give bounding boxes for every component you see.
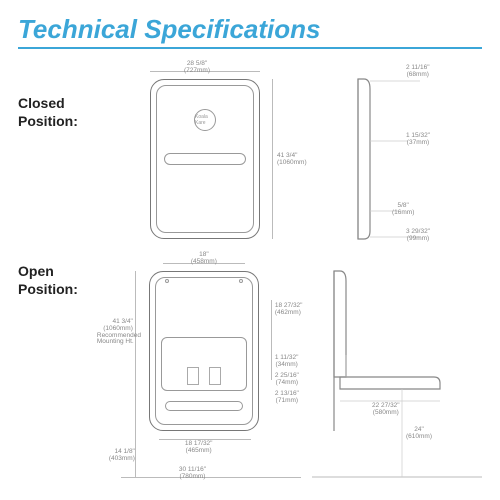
closed-row: Closed Position: 28 5/8"(727mm) Koala Ka…	[18, 61, 482, 251]
open-side-ext-dim: 22 27/32"(580mm)	[372, 403, 400, 417]
open-dim-l1: 1 11/32"(34mm)	[275, 355, 299, 369]
open-side-view: 22 27/32"(580mm) 24"(610mm)	[312, 255, 482, 485]
closed-side-view: 2 11/16"(68mm) 1 15/32"(37mm) 5/8"(16mm)…	[328, 61, 468, 251]
closed-label-line1: Closed	[18, 95, 96, 113]
open-label-line1: Open	[18, 263, 95, 281]
closed-height-dim: 41 3/4"(1060mm)	[277, 153, 307, 167]
koala-logo-icon: Koala Kare	[194, 109, 216, 131]
open-dim-l3: 2 13/16"(71mm)	[275, 391, 299, 405]
logo-text: Koala Kare	[195, 114, 215, 126]
closed-label-line2: Position:	[18, 113, 96, 131]
closed-side-dim-b1: 5/8"(16mm)	[392, 203, 414, 217]
page-title: Technical Specifications	[18, 14, 482, 45]
open-side-drop-dim: 24"(610mm)	[406, 427, 432, 441]
open-dim-l2: 2 25/16"(74mm)	[275, 373, 299, 387]
title-underline	[18, 47, 482, 49]
open-height-dim: 41 3/4"(1060mm) RecommendedMounting Ht.	[97, 319, 133, 346]
open-row: Open Position: 18"(458mm) 41 3/4"(1060	[18, 255, 482, 485]
closed-side-dim-b2: 3 29/32"(99mm)	[406, 229, 430, 243]
open-inner-h-dim: 18 27/32"(462mm)	[275, 303, 303, 317]
closed-front-view: 28 5/8"(727mm) Koala Kare 41 3/4"(1060mm…	[102, 61, 302, 251]
closed-side-dim-mid: 1 15/32"(37mm)	[406, 133, 430, 147]
open-bot-w-dim: 18 17/32"(465mm)	[185, 441, 213, 455]
open-label-line2: Position:	[18, 281, 95, 299]
open-gap-dim: 14 1/8"(403mm)	[99, 449, 135, 463]
open-floor-dim: 30 11/16"(780mm)	[179, 467, 206, 481]
open-front-view: 18"(458mm) 41 3/4"(1060mm) RecommendedMo…	[101, 255, 298, 485]
open-top-dim: 18"(458mm)	[191, 252, 217, 266]
closed-width-dim: 28 5/8"(727mm)	[184, 61, 210, 75]
closed-side-dim-top: 2 11/16"(68mm)	[406, 65, 430, 79]
